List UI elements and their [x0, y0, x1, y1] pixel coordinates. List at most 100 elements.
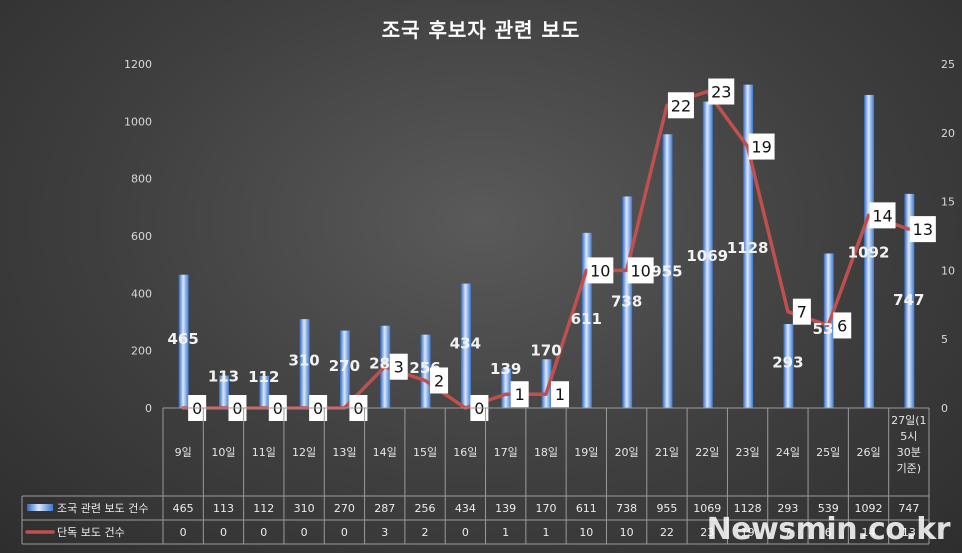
bar	[622, 196, 633, 408]
y-left-tick-label: 1200	[124, 58, 152, 71]
line-data-label: 10	[630, 261, 650, 280]
bar-data-label: 293	[772, 354, 803, 372]
x-category-label: 15일	[413, 445, 437, 459]
x-category-label: 24일	[776, 445, 800, 459]
bar-data-label: 170	[530, 341, 561, 359]
table-cell-line-value: 7	[784, 526, 791, 539]
line-label-box	[627, 257, 654, 284]
bar-data-label: 955	[651, 263, 682, 281]
table-cell-bar-value: 1128	[734, 502, 762, 515]
bar	[743, 84, 754, 408]
line-label-box	[869, 202, 896, 229]
table-cell-bar-value: 113	[213, 502, 234, 515]
y-left-tick-label: 200	[131, 345, 152, 358]
legend-line-label: 단독 보도 건수	[57, 526, 125, 539]
bar-data-label: 747	[893, 291, 924, 309]
x-category-label: 17일	[494, 445, 518, 459]
bar-data-label: 738	[611, 292, 642, 310]
line-data-label: 7	[797, 303, 807, 322]
bar	[823, 253, 834, 408]
line-data-label: 1	[555, 385, 565, 404]
bar	[864, 94, 875, 409]
y-left-tick-label: 1000	[124, 115, 152, 128]
legend-bar-label: 조국 관련 보도 건수	[57, 502, 148, 515]
line-label-box	[792, 298, 811, 325]
legend-bar-key	[27, 504, 53, 511]
x-category-label: 9일	[175, 445, 192, 459]
line-label-box	[510, 381, 529, 408]
line-data-label: 23	[711, 83, 731, 102]
line-label-box	[430, 367, 449, 394]
line-data-label: 3	[394, 358, 404, 377]
table-cell-bar-value: 465	[173, 502, 194, 515]
table-cell-bar-value: 256	[415, 502, 436, 515]
table-cell-bar-value: 738	[616, 502, 637, 515]
bar	[218, 375, 229, 408]
line-data-label: 22	[671, 96, 691, 115]
x-category-label: 13일	[332, 445, 356, 459]
bar-data-label: 434	[450, 334, 481, 352]
bar	[420, 334, 431, 408]
table-cell-line-value: 0	[301, 526, 308, 539]
y-right-tick-label: 5	[941, 333, 948, 346]
line-label-box	[833, 312, 852, 339]
bar	[702, 101, 713, 408]
x-category-label: 23일	[736, 445, 760, 459]
line-label-box	[667, 92, 694, 119]
x-category-label: 27일(1	[891, 413, 926, 427]
bar	[581, 232, 592, 408]
x-category-label: 20일	[615, 445, 639, 459]
y-right-tick-label: 10	[941, 264, 955, 277]
bar	[178, 274, 189, 408]
bar	[783, 324, 794, 408]
table-cell-bar-value: 539	[818, 502, 839, 515]
line-label-box	[551, 381, 569, 408]
bar-data-label: 465	[168, 330, 199, 348]
line-data-label: 13	[913, 220, 933, 239]
table-cell-bar-value: 434	[455, 502, 476, 515]
x-category-label: 5시	[900, 430, 917, 443]
bar-data-label: 611	[571, 310, 602, 328]
bar-data-label: 1092	[848, 244, 890, 262]
table-cell-bar-value: 112	[253, 502, 274, 515]
bar-data-label: 310	[288, 351, 319, 369]
line-label-box	[708, 78, 735, 105]
y-left-tick-label: 600	[131, 230, 152, 243]
table-cell-line-value: 19	[741, 526, 755, 539]
chart-title: 조국 후보자 관련 보도	[381, 18, 581, 42]
table-cell-line-value: 1	[543, 526, 550, 539]
line-data-label: 1	[515, 385, 525, 404]
x-category-label: 18일	[534, 445, 558, 459]
x-category-label: 12일	[292, 445, 316, 459]
table-cell-bar-value: 1069	[693, 502, 721, 515]
y-left-tick-label: 400	[131, 287, 152, 300]
line-label-box	[748, 133, 775, 160]
x-category-label: 기준)	[897, 462, 922, 475]
x-category-label: 22일	[695, 445, 719, 459]
y-right-tick-label: 25	[941, 58, 955, 71]
bar-data-label: 270	[329, 357, 360, 375]
table-cell-line-value: 0	[260, 526, 267, 539]
y-right-tick-label: 15	[941, 196, 955, 209]
table-cell-line-value: 13	[902, 526, 916, 539]
table-cell-bar-value: 955	[656, 502, 677, 515]
x-category-label: 11일	[252, 445, 276, 459]
x-category-label: 19일	[574, 445, 598, 459]
line-label-box	[389, 353, 408, 380]
x-category-label: 10일	[211, 445, 235, 459]
table-cell-bar-value: 1092	[855, 502, 883, 515]
y-left-tick-label: 800	[131, 173, 152, 186]
bar-data-label: 139	[490, 360, 521, 378]
table-cell-line-value: 0	[341, 526, 348, 539]
table-cell-line-value: 14	[862, 526, 876, 539]
x-category-label: 30분	[897, 446, 921, 459]
y-right-tick-label: 0	[941, 402, 948, 415]
bar	[662, 134, 673, 408]
watermark-text: Newsmin.co.kr	[706, 512, 951, 547]
bar	[904, 193, 915, 408]
table-cell-line-value: 10	[579, 526, 593, 539]
x-category-label: 21일	[655, 445, 679, 459]
table-cell-line-value: 3	[381, 526, 388, 539]
